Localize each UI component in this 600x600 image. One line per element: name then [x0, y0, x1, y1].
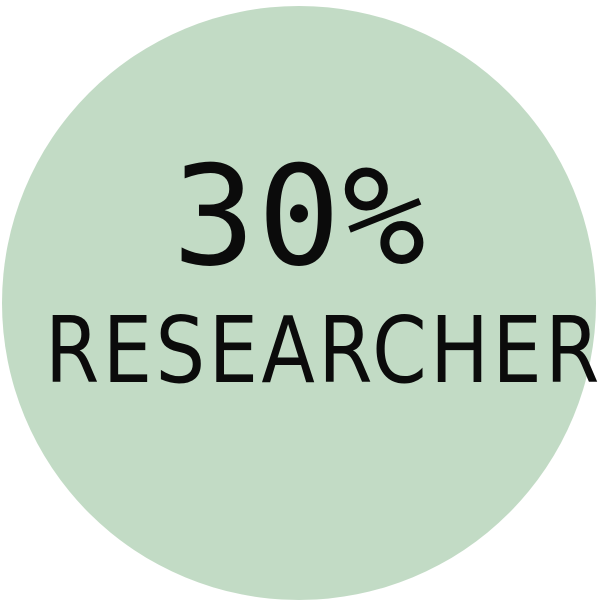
percentage-value: 30% [172, 136, 428, 297]
badge-circle [2, 6, 596, 600]
role-label: RESEARCHER [45, 297, 600, 404]
